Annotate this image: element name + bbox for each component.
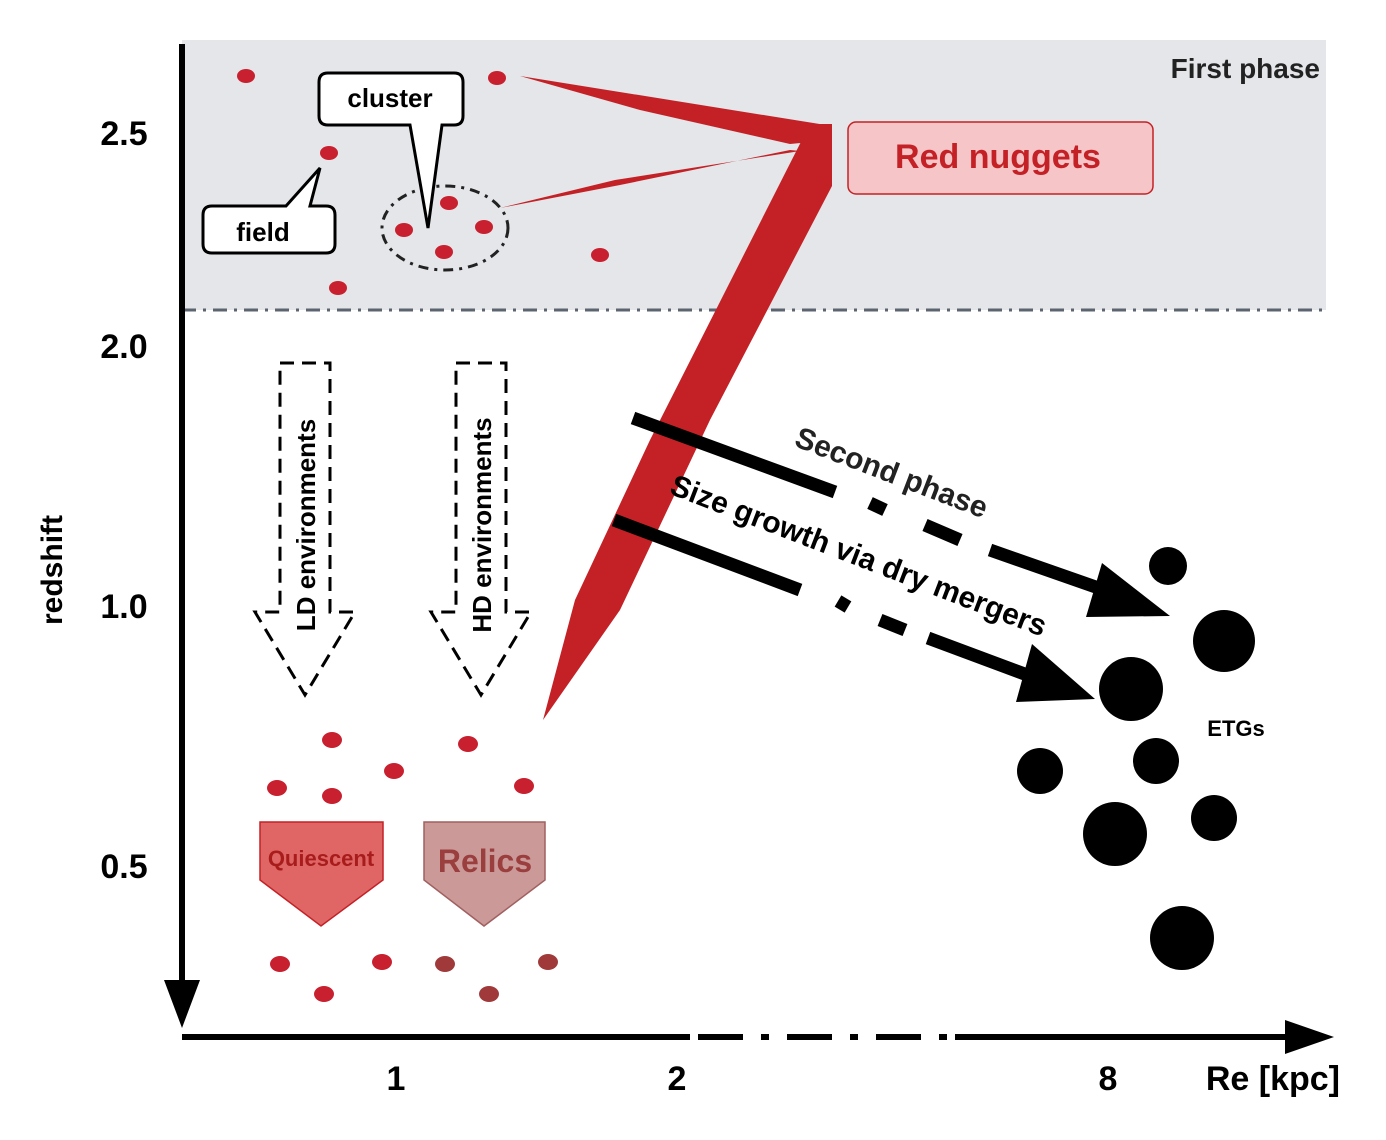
red-nuggets-box <box>847 121 1154 195</box>
red-nugget-connector-top <box>520 76 832 144</box>
red-dot <box>314 986 334 1002</box>
y-tick-2-0: 2.0 <box>100 328 147 366</box>
red-dot <box>322 788 342 804</box>
etg-circle <box>1149 547 1187 585</box>
red-dot <box>384 763 404 779</box>
quiescent-shape <box>259 821 384 927</box>
etg-circle <box>1191 795 1237 841</box>
relics-shape <box>423 821 546 927</box>
arrow-segment <box>922 519 963 546</box>
arrow-segment <box>987 543 1113 599</box>
red-dot <box>329 281 347 295</box>
hd-environments-label: HD environments <box>467 417 497 632</box>
x-tick-8: 8 <box>1099 1060 1118 1098</box>
x-tick-2: 2 <box>668 1060 687 1098</box>
red-dot <box>320 146 338 160</box>
red-dot <box>270 956 290 972</box>
etg-circles <box>1017 547 1255 970</box>
ld-environments-arrow <box>252 361 358 698</box>
quiescent-label: Quiescent <box>268 846 375 871</box>
relic-dot <box>538 954 558 970</box>
red-dot <box>395 223 413 237</box>
red-dot <box>237 69 255 83</box>
relics-dots <box>435 736 558 1002</box>
red-dot <box>372 954 392 970</box>
red-nuggets-label: Red nuggets <box>895 138 1101 176</box>
etg-circle <box>1099 657 1163 721</box>
etg-circle <box>1133 738 1179 784</box>
red-dot <box>458 736 478 752</box>
relic-dot <box>435 956 455 972</box>
red-dot <box>435 245 453 259</box>
arrow-segment <box>630 411 838 499</box>
red-dot <box>514 778 534 794</box>
y-tick-1-0: 1.0 <box>100 588 147 626</box>
red-dot <box>322 732 342 748</box>
etg-circle <box>1193 610 1255 672</box>
second-phase-label: Second phase <box>791 421 993 525</box>
y-axis-label: redshift <box>36 515 69 625</box>
x-tick-1: 1 <box>387 1060 406 1098</box>
relic-dot <box>479 986 499 1002</box>
y-tick-0-5: 0.5 <box>100 848 147 886</box>
field-callout <box>201 166 337 255</box>
second-phase-arrow-lower <box>611 513 1095 702</box>
red-dot <box>267 780 287 796</box>
x-axis-label: Re [kpc] <box>1206 1060 1340 1098</box>
second-phase-arrow-upper <box>630 411 1170 617</box>
relics-label: Relics <box>438 843 532 879</box>
red-dot <box>488 71 506 85</box>
quiescent-dots <box>267 732 404 1002</box>
red-nugget-dots <box>237 69 609 295</box>
arrow-segment <box>834 595 852 613</box>
arrow-head <box>1016 644 1095 702</box>
etg-circle <box>1083 802 1147 866</box>
arrow-segment <box>877 613 908 637</box>
arrow-segment <box>925 631 1033 683</box>
arrow-segment <box>867 497 888 516</box>
cluster-callout <box>317 71 465 229</box>
y-tick-2-5: 2.5 <box>100 115 147 153</box>
arrow-head <box>1086 563 1170 617</box>
y-axis-arrowhead <box>164 980 200 1028</box>
hd-environments-arrow <box>428 361 534 698</box>
ld-environments-label: LD environments <box>291 419 321 631</box>
red-dot <box>440 196 458 210</box>
cluster-ring <box>380 184 510 272</box>
field-callout-text: field <box>236 217 289 247</box>
red-dot <box>591 248 609 262</box>
etgs-label: ETGs <box>1207 716 1264 741</box>
etg-circle <box>1017 748 1063 794</box>
red-nugget-descent <box>543 124 832 720</box>
arrow-segment <box>611 513 803 597</box>
x-axis-arrowhead <box>1285 1020 1334 1054</box>
cluster-callout-text: cluster <box>347 83 432 113</box>
first-phase-label: First phase <box>1171 53 1320 84</box>
etg-circle <box>1150 906 1214 970</box>
red-dot <box>475 220 493 234</box>
